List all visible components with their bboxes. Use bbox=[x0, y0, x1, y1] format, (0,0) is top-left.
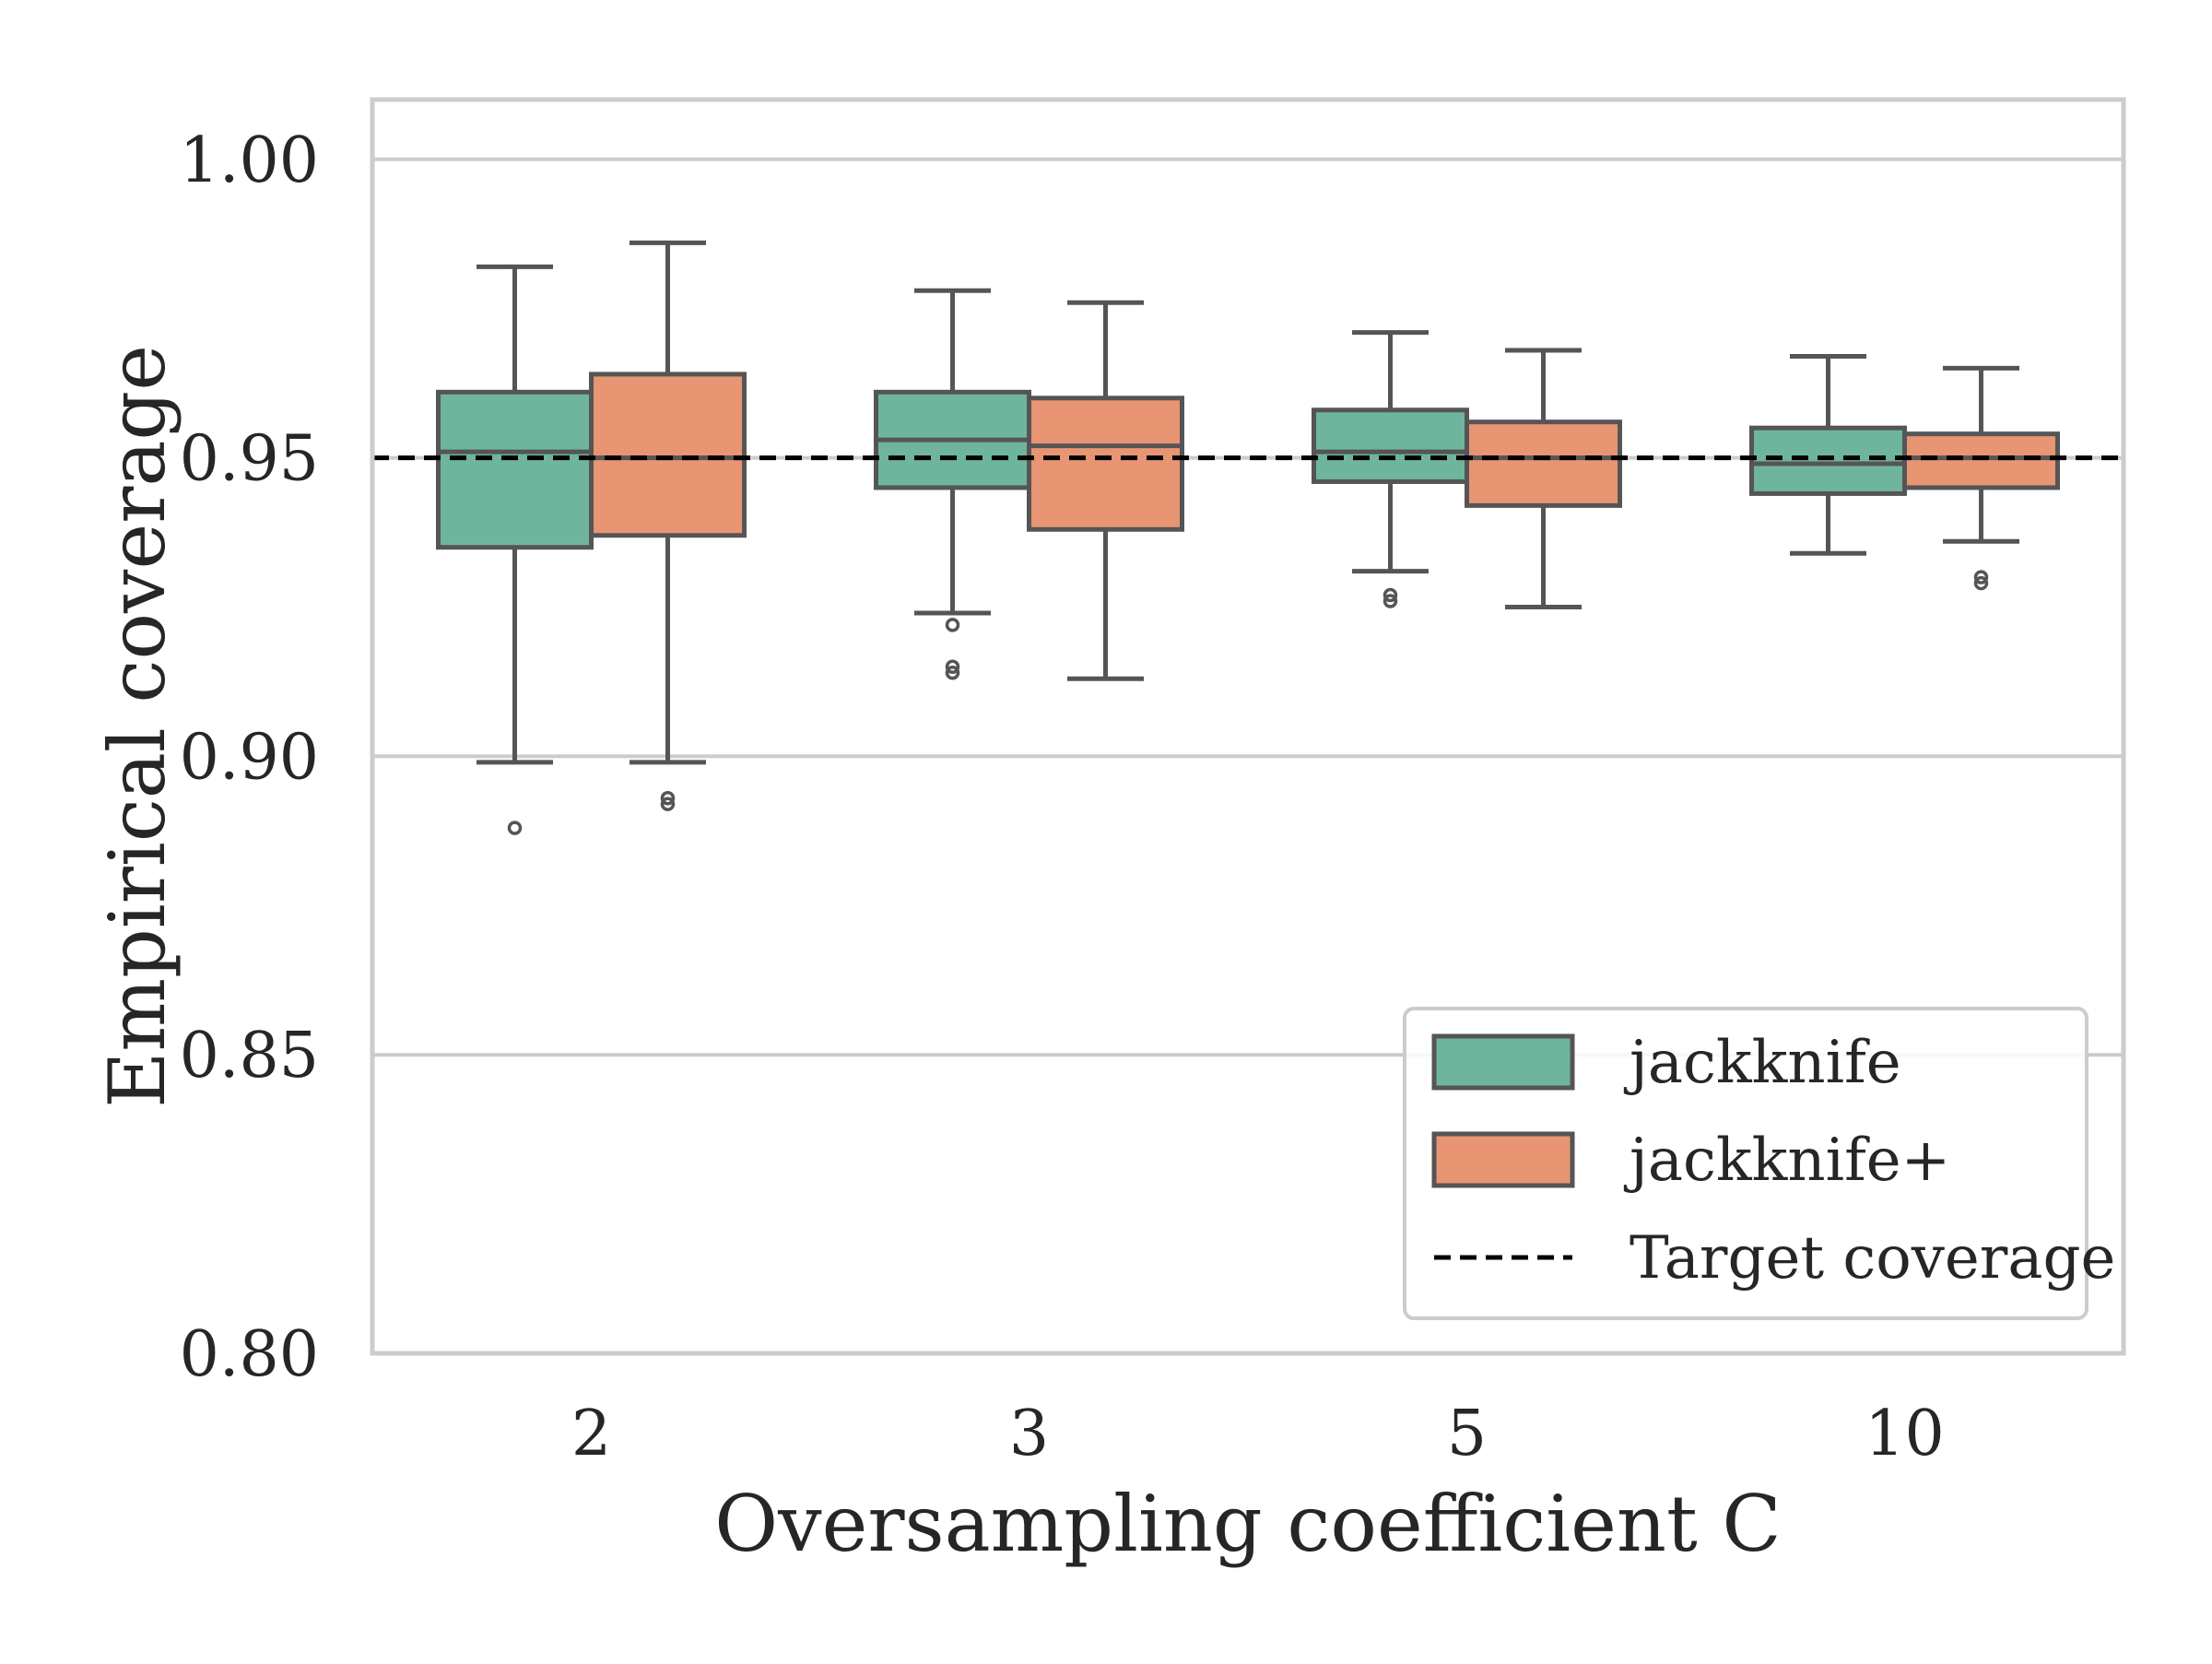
outlier-point-1 bbox=[1382, 594, 1398, 608]
iqr-box bbox=[1465, 419, 1622, 508]
legend-swatch bbox=[1431, 1033, 1575, 1091]
box-jackknife-2 bbox=[436, 264, 594, 835]
x-tick-label: 10 bbox=[1865, 1398, 1945, 1470]
iqr-box bbox=[436, 389, 594, 550]
outlier-point-1 bbox=[1973, 575, 1989, 591]
outlier-point-0 bbox=[507, 820, 523, 835]
box-jackknife-5 bbox=[1312, 330, 1469, 608]
legend-entry-2: Target coverage bbox=[1434, 1224, 2115, 1292]
iqr-box bbox=[1027, 395, 1184, 532]
outlier-point-2 bbox=[945, 665, 960, 680]
legend-swatch bbox=[1431, 1131, 1575, 1188]
legend-label: jackknife+ bbox=[1623, 1127, 1950, 1195]
y-tick-labels: 0.80 0.85 0.90 0.95 1.00 bbox=[180, 124, 319, 1391]
outlier-point-1 bbox=[945, 659, 960, 674]
y-tick-label: 1.00 bbox=[180, 124, 319, 197]
legend-label: Target coverage bbox=[1630, 1224, 2115, 1292]
outlier-point-0 bbox=[660, 790, 676, 806]
legend: jackknife jackknife+ Target coverage bbox=[1403, 1007, 2115, 1320]
x-axis-title: Oversampling coefficient C bbox=[714, 1479, 1781, 1569]
x-tick-label: 3 bbox=[1009, 1398, 1049, 1470]
y-tick-label: 0.85 bbox=[180, 1020, 319, 1092]
iqr-box bbox=[589, 372, 747, 538]
outlier-point-0 bbox=[1382, 587, 1398, 603]
x-tick-label: 5 bbox=[1447, 1398, 1487, 1470]
y-axis-title: Empirical coverage bbox=[92, 345, 182, 1108]
plot-frame bbox=[370, 97, 2126, 1356]
box-jackknife+-2 bbox=[589, 240, 747, 811]
box-jackknife+-5 bbox=[1465, 348, 1622, 609]
legend-frame bbox=[1403, 1007, 2088, 1320]
box-jackknife+-3 bbox=[1027, 300, 1184, 681]
box-jackknife-10 bbox=[1749, 353, 1907, 556]
y-tick-label: 0.80 bbox=[180, 1318, 319, 1391]
outlier-point-0 bbox=[945, 618, 960, 632]
x-tick-labels: 2 3 5 10 bbox=[571, 1398, 1945, 1470]
box-series bbox=[436, 240, 2060, 835]
box-jackknife+-10 bbox=[1902, 365, 2060, 591]
legend-entry-1: jackknife+ bbox=[1431, 1127, 1950, 1195]
outlier-point-0 bbox=[1973, 570, 1989, 584]
legend-label: jackknife bbox=[1623, 1029, 1901, 1097]
outlier-point-1 bbox=[660, 797, 676, 811]
x-tick-label: 2 bbox=[571, 1398, 611, 1470]
box-jackknife-3 bbox=[874, 288, 1031, 680]
y-tick-label: 0.95 bbox=[180, 423, 319, 496]
legend-entry-0: jackknife bbox=[1431, 1029, 1901, 1097]
iqr-box bbox=[1902, 431, 2060, 490]
iqr-box bbox=[1749, 425, 1907, 496]
iqr-box bbox=[1312, 407, 1469, 484]
y-tick-label: 0.90 bbox=[180, 721, 319, 794]
